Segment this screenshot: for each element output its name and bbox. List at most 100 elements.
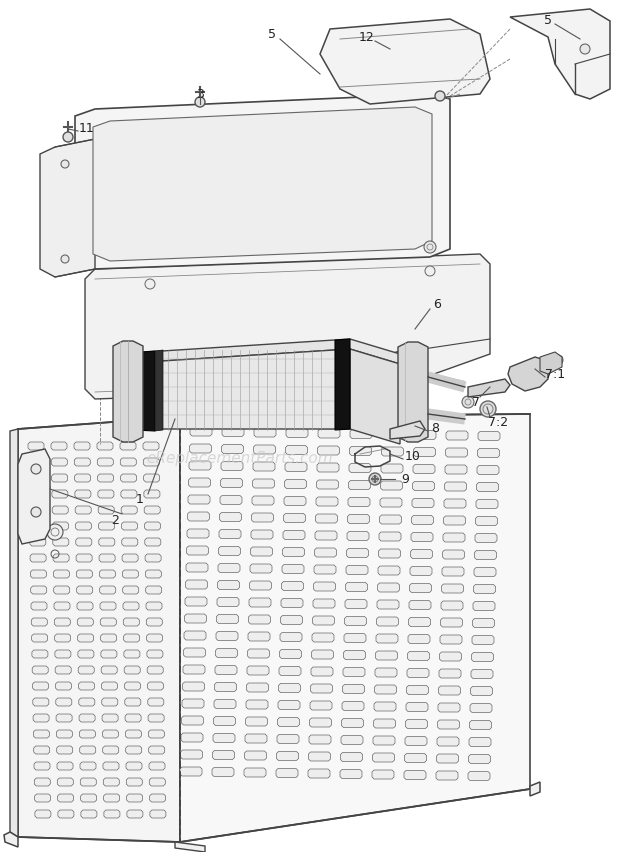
Polygon shape bbox=[314, 549, 337, 557]
Polygon shape bbox=[411, 532, 433, 542]
Polygon shape bbox=[315, 532, 337, 540]
Polygon shape bbox=[144, 522, 161, 531]
Polygon shape bbox=[53, 555, 69, 562]
Polygon shape bbox=[345, 600, 367, 609]
Polygon shape bbox=[74, 458, 91, 466]
Polygon shape bbox=[35, 810, 51, 818]
Polygon shape bbox=[407, 669, 429, 677]
Circle shape bbox=[435, 92, 445, 102]
Polygon shape bbox=[123, 619, 140, 626]
Polygon shape bbox=[143, 458, 159, 466]
Polygon shape bbox=[472, 636, 494, 645]
Polygon shape bbox=[99, 570, 115, 579]
Circle shape bbox=[369, 474, 381, 486]
Polygon shape bbox=[316, 498, 338, 506]
Circle shape bbox=[462, 396, 474, 408]
Polygon shape bbox=[252, 514, 273, 522]
Polygon shape bbox=[149, 762, 165, 770]
Polygon shape bbox=[222, 428, 244, 437]
Polygon shape bbox=[439, 669, 461, 678]
Polygon shape bbox=[79, 714, 95, 722]
Polygon shape bbox=[347, 515, 370, 524]
Polygon shape bbox=[216, 648, 237, 658]
Polygon shape bbox=[311, 667, 333, 676]
Polygon shape bbox=[347, 549, 368, 558]
Polygon shape bbox=[4, 832, 18, 847]
Polygon shape bbox=[409, 601, 431, 610]
Polygon shape bbox=[30, 538, 46, 546]
Polygon shape bbox=[99, 538, 115, 546]
Polygon shape bbox=[375, 668, 397, 677]
Polygon shape bbox=[102, 682, 118, 690]
Polygon shape bbox=[149, 778, 166, 786]
Polygon shape bbox=[29, 475, 45, 482]
Polygon shape bbox=[382, 430, 404, 440]
Polygon shape bbox=[213, 751, 234, 760]
Polygon shape bbox=[214, 699, 236, 709]
Polygon shape bbox=[381, 447, 404, 457]
Polygon shape bbox=[443, 533, 465, 543]
Polygon shape bbox=[182, 717, 203, 725]
Polygon shape bbox=[76, 555, 92, 562]
Polygon shape bbox=[144, 491, 160, 498]
Polygon shape bbox=[407, 686, 428, 694]
Polygon shape bbox=[309, 718, 332, 727]
Text: 1: 1 bbox=[136, 493, 144, 506]
Polygon shape bbox=[32, 666, 48, 674]
Polygon shape bbox=[115, 352, 155, 431]
Polygon shape bbox=[345, 583, 368, 592]
Polygon shape bbox=[285, 463, 307, 472]
Polygon shape bbox=[150, 810, 166, 818]
Polygon shape bbox=[147, 666, 163, 674]
Polygon shape bbox=[187, 512, 210, 521]
Polygon shape bbox=[100, 634, 117, 642]
Polygon shape bbox=[102, 698, 118, 706]
Polygon shape bbox=[314, 566, 336, 574]
Text: 12: 12 bbox=[359, 31, 375, 43]
Polygon shape bbox=[30, 570, 46, 579]
Polygon shape bbox=[250, 564, 272, 573]
Polygon shape bbox=[53, 570, 69, 579]
Polygon shape bbox=[249, 615, 270, 625]
Polygon shape bbox=[346, 566, 368, 575]
Polygon shape bbox=[443, 550, 464, 560]
Polygon shape bbox=[102, 714, 118, 722]
Text: 11: 11 bbox=[79, 121, 95, 135]
Polygon shape bbox=[378, 567, 400, 575]
Polygon shape bbox=[309, 735, 331, 744]
Circle shape bbox=[145, 279, 155, 290]
Polygon shape bbox=[78, 650, 94, 659]
Polygon shape bbox=[508, 358, 548, 392]
Polygon shape bbox=[51, 442, 67, 451]
Polygon shape bbox=[148, 730, 164, 738]
Polygon shape bbox=[279, 667, 301, 676]
Polygon shape bbox=[102, 730, 118, 738]
Circle shape bbox=[480, 401, 496, 417]
Polygon shape bbox=[445, 482, 466, 492]
Polygon shape bbox=[404, 754, 427, 763]
Polygon shape bbox=[476, 500, 498, 509]
Polygon shape bbox=[376, 634, 398, 643]
Circle shape bbox=[195, 98, 205, 108]
Polygon shape bbox=[212, 768, 234, 776]
Polygon shape bbox=[145, 555, 161, 562]
Polygon shape bbox=[219, 530, 241, 538]
Polygon shape bbox=[103, 762, 119, 770]
Polygon shape bbox=[216, 632, 238, 641]
Polygon shape bbox=[77, 586, 93, 595]
Polygon shape bbox=[407, 652, 430, 660]
Polygon shape bbox=[56, 682, 71, 690]
Polygon shape bbox=[148, 714, 164, 722]
Polygon shape bbox=[477, 466, 499, 475]
Polygon shape bbox=[33, 730, 50, 738]
Polygon shape bbox=[29, 506, 45, 515]
Polygon shape bbox=[221, 445, 244, 454]
Polygon shape bbox=[343, 651, 366, 659]
Polygon shape bbox=[278, 683, 301, 693]
Polygon shape bbox=[146, 570, 161, 579]
Polygon shape bbox=[254, 429, 276, 437]
Text: eReplacementParts.com: eReplacementParts.com bbox=[147, 450, 334, 465]
Polygon shape bbox=[244, 769, 266, 777]
Polygon shape bbox=[186, 563, 208, 573]
Polygon shape bbox=[390, 422, 425, 440]
